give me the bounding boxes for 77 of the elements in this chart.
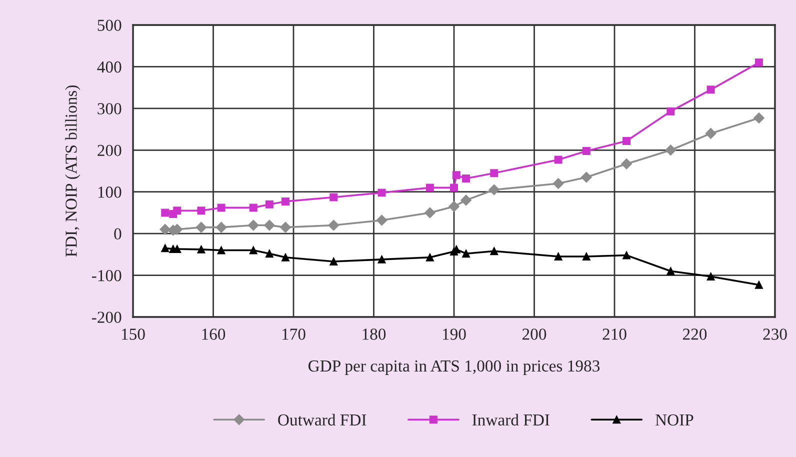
point: [490, 247, 498, 256]
y-tick-label: 300: [98, 103, 122, 114]
point: [264, 220, 275, 231]
point: [280, 222, 291, 233]
point: [281, 197, 290, 206]
x-tick-label: 170: [282, 328, 306, 340]
point: [378, 255, 386, 264]
point: [622, 136, 631, 145]
y-tick-label: -200: [92, 312, 122, 323]
point: [460, 194, 472, 206]
point: [378, 188, 386, 197]
point: [197, 245, 206, 254]
point: [330, 193, 338, 202]
point: [161, 244, 170, 252]
point: [426, 184, 434, 192]
point: [217, 204, 226, 212]
point: [706, 86, 715, 94]
point: [426, 253, 434, 262]
point: [621, 158, 632, 170]
point: [448, 201, 460, 212]
point: [582, 146, 590, 155]
x-tick-label: 210: [602, 328, 626, 340]
y-tick-label: 100: [98, 186, 122, 198]
point: [330, 258, 338, 266]
point: [452, 171, 460, 180]
point: [424, 207, 436, 218]
x-tick-label: 230: [763, 328, 787, 340]
y-tick-label: 500: [98, 20, 122, 31]
point: [706, 272, 715, 281]
y-axis-title: FDI, NOIP (ATS billions): [65, 85, 80, 257]
point: [490, 169, 498, 178]
y-tick-label: 400: [97, 61, 122, 73]
point: [248, 220, 259, 231]
point: [265, 250, 274, 258]
point: [450, 184, 458, 192]
point: [462, 250, 470, 258]
point: [754, 58, 763, 67]
point: [582, 252, 590, 261]
point: [160, 224, 171, 235]
point: [328, 220, 340, 231]
point: [249, 204, 258, 212]
y-tick-label: 0: [114, 228, 122, 240]
point: [554, 156, 562, 164]
x-tick-label: 160: [202, 328, 226, 340]
point: [197, 206, 206, 215]
x-axis-title: GDP per capita in ATS 1,000 in prices 1983: [308, 360, 600, 376]
point: [196, 222, 207, 233]
x-tick-label: 180: [362, 328, 386, 340]
point: [754, 280, 763, 289]
point: [217, 246, 226, 254]
x-tick-label: 150: [122, 328, 145, 340]
point: [376, 214, 388, 226]
point: [622, 251, 631, 260]
point: [666, 107, 675, 116]
point: [488, 184, 500, 196]
point: [173, 206, 182, 215]
point: [754, 112, 764, 124]
x-tick-label: 220: [682, 328, 707, 340]
legend-label: Inward FDI: [472, 414, 550, 426]
point: [666, 267, 675, 276]
point: [462, 174, 470, 182]
point: [665, 144, 676, 156]
x-tick-label: 190: [442, 328, 466, 340]
legend-label: Outward FDI: [278, 414, 366, 426]
x-tick-label: 200: [522, 328, 546, 340]
y-tick-label: -100: [92, 270, 122, 282]
point: [216, 222, 227, 233]
point: [249, 246, 258, 254]
y-tick-label: 200: [98, 144, 122, 156]
point: [705, 128, 716, 139]
point: [552, 178, 564, 189]
legend-label: NOIP: [655, 414, 694, 426]
point: [580, 172, 592, 183]
point: [281, 253, 290, 262]
point: [554, 252, 562, 261]
point: [161, 208, 170, 217]
point: [265, 200, 274, 208]
